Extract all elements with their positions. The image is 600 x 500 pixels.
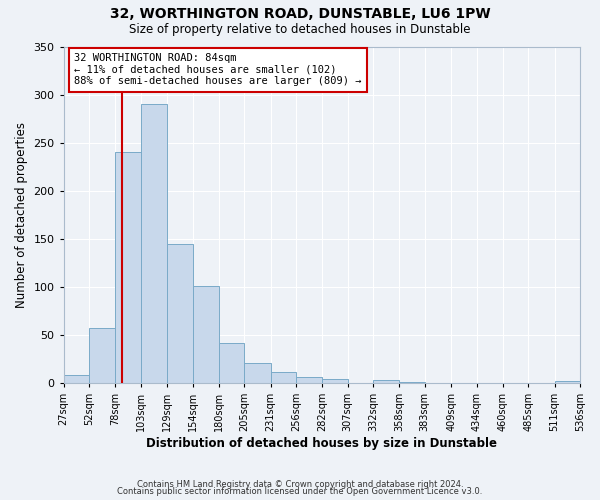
Bar	[167, 244, 193, 383]
Text: Size of property relative to detached houses in Dunstable: Size of property relative to detached ho…	[129, 22, 471, 36]
Bar	[193, 286, 219, 383]
Text: 32 WORTHINGTON ROAD: 84sqm
← 11% of detached houses are smaller (102)
88% of sem: 32 WORTHINGTON ROAD: 84sqm ← 11% of deta…	[74, 53, 362, 86]
Bar	[554, 381, 580, 383]
Y-axis label: Number of detached properties: Number of detached properties	[15, 122, 28, 308]
Text: 32, WORTHINGTON ROAD, DUNSTABLE, LU6 1PW: 32, WORTHINGTON ROAD, DUNSTABLE, LU6 1PW	[110, 8, 490, 22]
Bar	[89, 328, 115, 383]
Bar	[115, 152, 141, 383]
Text: Contains HM Land Registry data © Crown copyright and database right 2024.: Contains HM Land Registry data © Crown c…	[137, 480, 463, 489]
X-axis label: Distribution of detached houses by size in Dunstable: Distribution of detached houses by size …	[146, 437, 497, 450]
Bar	[244, 363, 271, 383]
Bar	[322, 379, 348, 383]
Bar	[400, 382, 425, 383]
Text: Contains public sector information licensed under the Open Government Licence v3: Contains public sector information licen…	[118, 487, 482, 496]
Bar	[271, 372, 296, 383]
Bar	[296, 378, 322, 383]
Bar	[373, 380, 400, 383]
Bar	[64, 376, 89, 383]
Bar	[141, 104, 167, 383]
Bar	[219, 342, 244, 383]
